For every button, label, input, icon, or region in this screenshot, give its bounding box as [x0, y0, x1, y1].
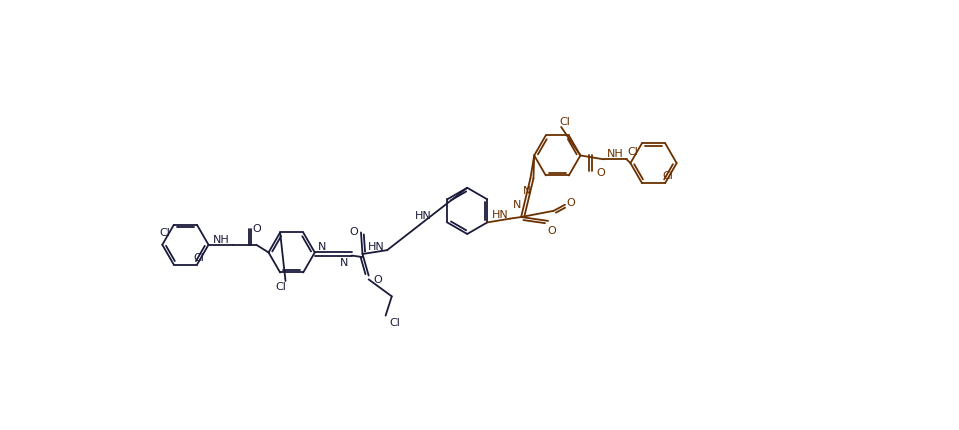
Text: N: N: [318, 242, 327, 252]
Text: Cl: Cl: [662, 171, 673, 181]
Text: O: O: [566, 197, 574, 207]
Text: O: O: [252, 223, 261, 233]
Text: O: O: [374, 275, 383, 285]
Text: N: N: [513, 200, 522, 209]
Text: Cl: Cl: [159, 228, 170, 238]
Text: Cl: Cl: [559, 117, 571, 126]
Text: NH: NH: [607, 149, 623, 159]
Text: NH: NH: [213, 235, 229, 245]
Text: O: O: [349, 226, 358, 237]
Text: Cl: Cl: [627, 147, 638, 157]
Text: N: N: [523, 186, 531, 196]
Text: O: O: [548, 226, 556, 236]
Text: Cl: Cl: [389, 317, 400, 327]
Text: N: N: [339, 258, 348, 268]
Text: HN: HN: [368, 241, 385, 251]
Text: O: O: [596, 168, 605, 178]
Text: Cl: Cl: [275, 282, 287, 292]
Text: Cl: Cl: [194, 252, 204, 262]
Text: HN: HN: [492, 210, 508, 220]
Text: HN: HN: [415, 211, 432, 221]
